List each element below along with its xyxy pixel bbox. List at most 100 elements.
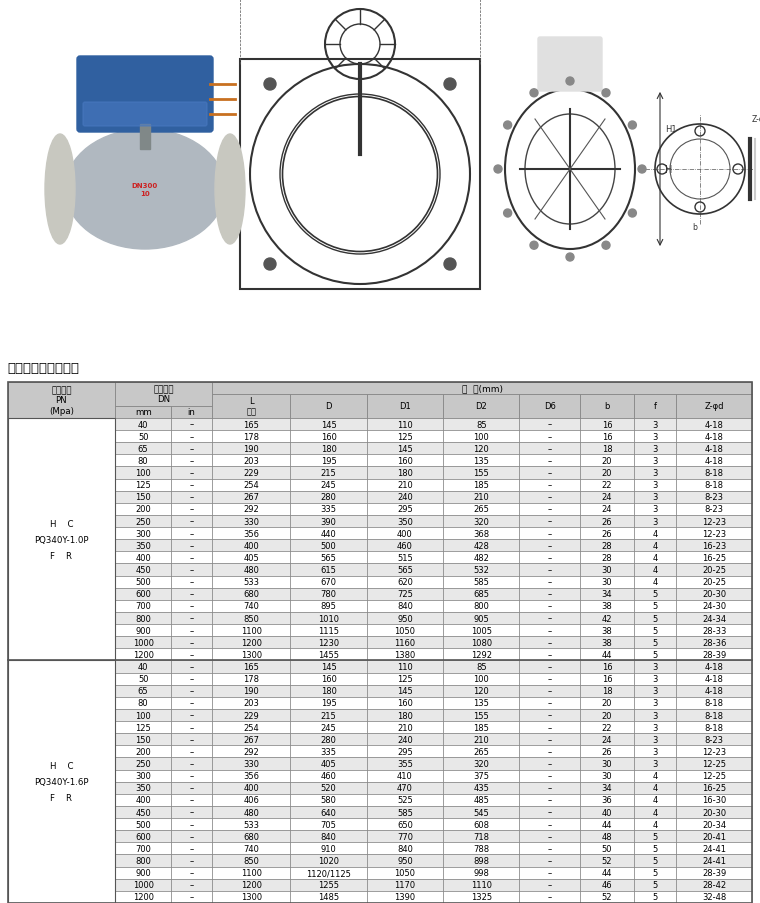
Text: 20-25: 20-25 <box>702 578 727 587</box>
Text: 24-41: 24-41 <box>702 856 727 865</box>
Text: –: – <box>548 747 552 756</box>
Bar <box>367 758 443 769</box>
Text: 8-18: 8-18 <box>705 480 724 489</box>
Text: 3: 3 <box>652 686 657 695</box>
Text: 8-18: 8-18 <box>705 711 724 720</box>
Bar <box>290 491 367 503</box>
Bar <box>676 867 752 879</box>
Bar <box>580 806 634 818</box>
Bar <box>367 794 443 806</box>
Bar <box>520 455 580 467</box>
Bar <box>676 758 752 769</box>
Text: 1000: 1000 <box>133 638 154 647</box>
Bar <box>676 455 752 467</box>
Bar <box>367 782 443 794</box>
Text: 400: 400 <box>243 784 259 793</box>
Bar <box>580 794 634 806</box>
Text: 195: 195 <box>321 456 337 465</box>
Text: 48: 48 <box>602 832 613 841</box>
Text: 4: 4 <box>652 541 657 550</box>
Text: 680: 680 <box>243 590 259 599</box>
Bar <box>580 818 634 831</box>
Bar <box>290 746 367 758</box>
Bar <box>676 491 752 503</box>
Bar <box>443 503 520 516</box>
Text: 1010: 1010 <box>318 614 339 623</box>
Bar <box>676 516 752 527</box>
Bar <box>171 831 212 842</box>
Bar <box>580 527 634 540</box>
Circle shape <box>566 254 574 262</box>
Bar <box>212 479 290 491</box>
Bar <box>212 879 290 891</box>
Text: 80: 80 <box>138 699 148 708</box>
Bar <box>290 467 367 479</box>
Bar <box>520 661 580 673</box>
Text: 1255: 1255 <box>318 880 339 889</box>
Text: 180: 180 <box>321 686 337 695</box>
Text: 1300: 1300 <box>241 650 262 659</box>
Bar <box>634 395 676 418</box>
Text: 20: 20 <box>602 711 613 720</box>
Bar <box>171 746 212 758</box>
Bar <box>290 624 367 637</box>
Bar <box>212 806 290 818</box>
Text: b: b <box>604 402 610 411</box>
FancyBboxPatch shape <box>83 103 207 126</box>
Text: 178: 178 <box>243 433 259 442</box>
Bar <box>367 769 443 782</box>
Text: 3: 3 <box>652 723 657 731</box>
Bar <box>443 479 520 491</box>
Bar <box>212 673 290 685</box>
Bar <box>443 637 520 648</box>
Bar <box>116 648 171 661</box>
Text: 3: 3 <box>652 444 657 453</box>
Text: 8-18: 8-18 <box>705 699 724 708</box>
Bar <box>520 879 580 891</box>
Bar <box>290 782 367 794</box>
Text: 240: 240 <box>397 735 413 744</box>
Bar <box>634 516 676 527</box>
Bar <box>8 382 116 418</box>
Bar <box>116 831 171 842</box>
Bar <box>676 891 752 903</box>
Text: 740: 740 <box>243 601 259 610</box>
Bar <box>367 600 443 612</box>
Text: 850: 850 <box>243 856 259 865</box>
Bar <box>212 516 290 527</box>
Circle shape <box>494 166 502 173</box>
Bar <box>116 854 171 867</box>
Bar <box>634 455 676 467</box>
Bar <box>367 540 443 552</box>
Text: 100: 100 <box>473 675 489 684</box>
Bar <box>520 612 580 624</box>
Bar <box>171 782 212 794</box>
Bar <box>676 685 752 697</box>
Bar <box>212 395 290 418</box>
Bar <box>212 733 290 746</box>
Bar <box>443 442 520 455</box>
Bar <box>443 831 520 842</box>
Text: 16: 16 <box>602 420 613 429</box>
Bar <box>116 769 171 782</box>
Bar <box>116 854 171 867</box>
Bar <box>634 612 676 624</box>
Bar <box>367 769 443 782</box>
Text: 24: 24 <box>602 735 613 744</box>
Text: –: – <box>548 517 552 526</box>
Bar <box>367 637 443 648</box>
Bar <box>520 467 580 479</box>
Text: 295: 295 <box>397 747 413 756</box>
Bar <box>171 491 212 503</box>
Bar <box>676 842 752 854</box>
Bar <box>367 831 443 842</box>
Text: 4: 4 <box>652 771 657 780</box>
Bar <box>212 891 290 903</box>
Text: 8-23: 8-23 <box>705 735 724 744</box>
Bar <box>520 769 580 782</box>
Bar <box>580 455 634 467</box>
Bar <box>520 697 580 709</box>
Bar <box>634 685 676 697</box>
Bar <box>116 709 171 721</box>
Bar <box>443 818 520 831</box>
